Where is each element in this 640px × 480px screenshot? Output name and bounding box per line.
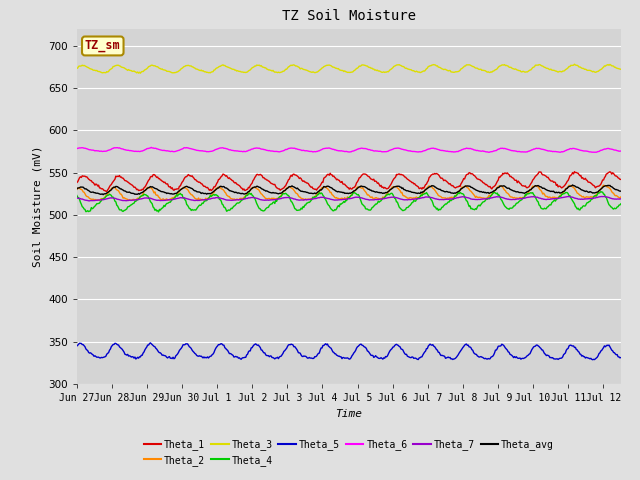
Y-axis label: Soil Moisture (mV): Soil Moisture (mV): [33, 145, 42, 267]
Theta_2: [437, 194, 445, 200]
Theta_3: [214, 65, 221, 71]
Theta_4: [170, 195, 178, 201]
Theta_6: [170, 149, 178, 155]
Theta_7: [170, 196, 178, 202]
Theta_1: [214, 179, 221, 185]
Theta_avg: [437, 187, 445, 193]
Theta_7: [214, 195, 221, 201]
Line: Theta_2: Theta_2: [77, 185, 621, 201]
Theta_3: [617, 66, 625, 72]
Theta_4: [483, 196, 491, 202]
Line: Theta_1: Theta_1: [77, 172, 621, 192]
Theta_7: [320, 195, 328, 201]
Theta_6: [320, 146, 328, 152]
Theta_7: [394, 195, 402, 201]
Theta_5: [437, 353, 445, 359]
Theta_2: [394, 186, 402, 192]
Theta_5: [147, 340, 154, 346]
Theta_6: [485, 149, 493, 155]
Theta_7: [86, 198, 93, 204]
Theta_4: [617, 201, 625, 207]
Theta_4: [214, 193, 221, 199]
Theta_5: [589, 357, 596, 362]
Theta_4: [73, 192, 81, 198]
Theta_1: [394, 171, 402, 177]
Theta_avg: [214, 185, 221, 191]
Theta_6: [73, 146, 81, 152]
Line: Theta_3: Theta_3: [77, 64, 621, 73]
Theta_5: [170, 356, 178, 361]
Theta_1: [571, 169, 579, 175]
Line: Theta_4: Theta_4: [77, 192, 621, 212]
Theta_avg: [394, 183, 402, 189]
Theta_avg: [99, 192, 107, 198]
Theta_5: [483, 356, 491, 362]
Theta_5: [617, 355, 625, 360]
Theta_5: [394, 343, 402, 348]
Theta_4: [155, 209, 163, 215]
Text: TZ_sm: TZ_sm: [85, 39, 120, 52]
Theta_2: [483, 195, 491, 201]
Title: TZ Soil Moisture: TZ Soil Moisture: [282, 10, 416, 24]
Theta_2: [214, 185, 221, 191]
Theta_5: [214, 343, 221, 349]
Theta_4: [597, 189, 605, 194]
Theta_4: [320, 193, 328, 199]
Theta_3: [571, 61, 579, 67]
Theta_6: [483, 149, 491, 155]
Theta_2: [320, 184, 328, 190]
Theta_3: [170, 70, 178, 76]
Theta_6: [214, 146, 221, 152]
Theta_3: [73, 66, 81, 72]
Theta_6: [147, 144, 155, 150]
Theta_avg: [617, 188, 625, 194]
Line: Theta_7: Theta_7: [77, 196, 621, 201]
Theta_1: [73, 180, 81, 185]
Theta_1: [103, 189, 111, 194]
Theta_6: [394, 145, 402, 151]
Theta_avg: [73, 186, 81, 192]
Theta_7: [617, 196, 625, 202]
Theta_1: [170, 188, 178, 193]
Theta_7: [437, 197, 445, 203]
Theta_1: [483, 182, 491, 188]
Theta_3: [483, 69, 491, 75]
Theta_2: [73, 187, 81, 192]
Theta_7: [73, 195, 81, 201]
Theta_7: [600, 193, 608, 199]
Theta_avg: [569, 182, 577, 188]
Theta_2: [90, 198, 98, 204]
Theta_5: [320, 343, 328, 348]
Theta_1: [437, 175, 445, 181]
X-axis label: Time: Time: [335, 408, 362, 419]
Theta_4: [394, 202, 402, 207]
Theta_1: [320, 175, 328, 181]
Theta_5: [73, 343, 81, 349]
Theta_6: [437, 147, 445, 153]
Theta_2: [617, 194, 625, 200]
Theta_3: [437, 65, 445, 71]
Legend: Theta_1, Theta_2, Theta_3, Theta_4, Theta_5, Theta_6, Theta_7, Theta_avg: Theta_1, Theta_2, Theta_3, Theta_4, Thet…: [140, 435, 558, 469]
Theta_avg: [483, 190, 491, 195]
Theta_3: [320, 64, 328, 70]
Theta_6: [617, 148, 625, 154]
Line: Theta_6: Theta_6: [77, 147, 621, 152]
Theta_2: [600, 182, 607, 188]
Theta_3: [136, 70, 144, 76]
Theta_avg: [320, 184, 328, 190]
Theta_4: [437, 206, 445, 212]
Theta_avg: [170, 191, 178, 197]
Theta_7: [483, 196, 491, 202]
Line: Theta_5: Theta_5: [77, 343, 621, 360]
Theta_1: [617, 177, 625, 182]
Line: Theta_avg: Theta_avg: [77, 185, 621, 195]
Theta_3: [394, 62, 402, 68]
Theta_2: [170, 195, 178, 201]
